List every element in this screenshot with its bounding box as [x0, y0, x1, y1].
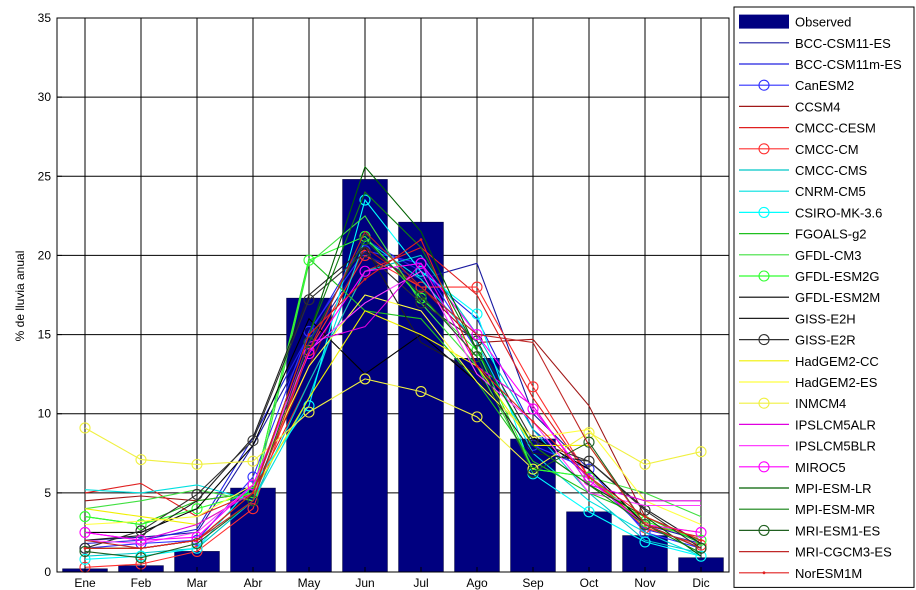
legend-label: MIROC5	[795, 460, 846, 475]
series-marker	[364, 278, 367, 281]
x-tick-label: Jun	[355, 576, 374, 590]
legend-label: BCC-CSM11-ES	[795, 36, 891, 51]
y-tick-label: 15	[38, 328, 52, 342]
series-line	[85, 271, 701, 543]
legend-label: CMCC-CM	[795, 142, 859, 157]
legend-label: FGOALS-g2	[795, 227, 867, 242]
legend-label: CNRM-CM5	[795, 184, 866, 199]
series-marker	[644, 515, 647, 518]
y-tick-label: 10	[38, 407, 52, 421]
legend: Observed BCC-CSM11-ES BCC-CSM11m-ES CanESM2…	[734, 7, 914, 587]
legend-label: GISS-E2R	[795, 333, 856, 348]
x-tick-label: Nov	[634, 576, 655, 590]
series-marker	[588, 476, 591, 479]
legend-label: GFDL-ESM2G	[795, 269, 880, 284]
legend-label: GISS-E2H	[795, 311, 856, 326]
series-marker	[308, 333, 311, 336]
model-lines	[80, 167, 706, 572]
legend-label: CCSM4	[795, 99, 841, 114]
legend-label: GFDL-ESM2M	[795, 290, 880, 305]
legend-label: MPI-ESM-MR	[795, 502, 875, 517]
series-line	[85, 240, 701, 544]
legend-label: NorESM1M	[795, 566, 862, 581]
observed-bar	[343, 179, 388, 572]
y-tick-label: 25	[38, 169, 52, 183]
x-tick-label: Abr	[244, 576, 263, 590]
series-marker	[532, 420, 535, 423]
series-line	[85, 259, 701, 544]
legend-label: Observed	[795, 15, 851, 30]
series-line	[85, 252, 701, 548]
observed-bar	[455, 358, 500, 572]
legend-label: IPSLCM5ALR	[795, 417, 876, 432]
x-tick-label: Jul	[413, 576, 428, 590]
series-line	[85, 255, 701, 556]
y-tick-label: 5	[44, 486, 51, 500]
x-tick-label: Mar	[187, 576, 208, 590]
x-tick-label: Ago	[466, 576, 488, 590]
y-axis-label: % de lluvia anual	[13, 251, 27, 342]
x-tick-label: May	[298, 576, 321, 590]
series-marker	[196, 539, 199, 542]
legend-label: MPI-ESM-LR	[795, 481, 872, 496]
series-marker	[252, 491, 255, 494]
x-tick-label: Oct	[580, 576, 599, 590]
y-tick-label: 35	[38, 11, 52, 25]
legend-label: BCC-CSM11m-ES	[795, 57, 902, 72]
series-line	[85, 379, 701, 469]
y-tick-label: 30	[38, 90, 52, 104]
legend-label: CanESM2	[795, 78, 854, 93]
legend-label: INMCM4	[795, 396, 846, 411]
legend-label: HadGEM2-CC	[795, 354, 879, 369]
series-marker	[476, 365, 479, 368]
legend-label: GFDL-CM3	[795, 248, 861, 263]
observed-bars	[63, 179, 724, 572]
legend-label: HadGEM2-ES	[795, 375, 878, 390]
series-line	[85, 240, 701, 549]
x-tick-label: Sep	[522, 576, 544, 590]
x-tick-label: Ene	[74, 576, 96, 590]
series-marker	[420, 238, 423, 241]
legend-marker	[763, 571, 766, 574]
series-marker	[700, 539, 703, 542]
x-tick-label: Dic	[692, 576, 709, 590]
series-marker	[84, 547, 87, 550]
observed-bar	[623, 536, 668, 572]
legend-swatch-observed	[739, 15, 789, 29]
legend-label: IPSLCM5BLR	[795, 439, 876, 454]
legend-label: CSIRO-MK-3.6	[795, 205, 882, 220]
legend-label: CMCC-CESM	[795, 121, 876, 136]
x-tick-label: Feb	[131, 576, 152, 590]
y-tick-label: 0	[44, 565, 51, 579]
y-tick-label: 20	[38, 248, 52, 262]
legend-label: MRI-CGCM3-ES	[795, 545, 892, 560]
series-marker	[140, 547, 143, 550]
legend-label: MRI-ESM1-ES	[795, 523, 881, 538]
legend-label: CMCC-CMS	[795, 163, 868, 178]
